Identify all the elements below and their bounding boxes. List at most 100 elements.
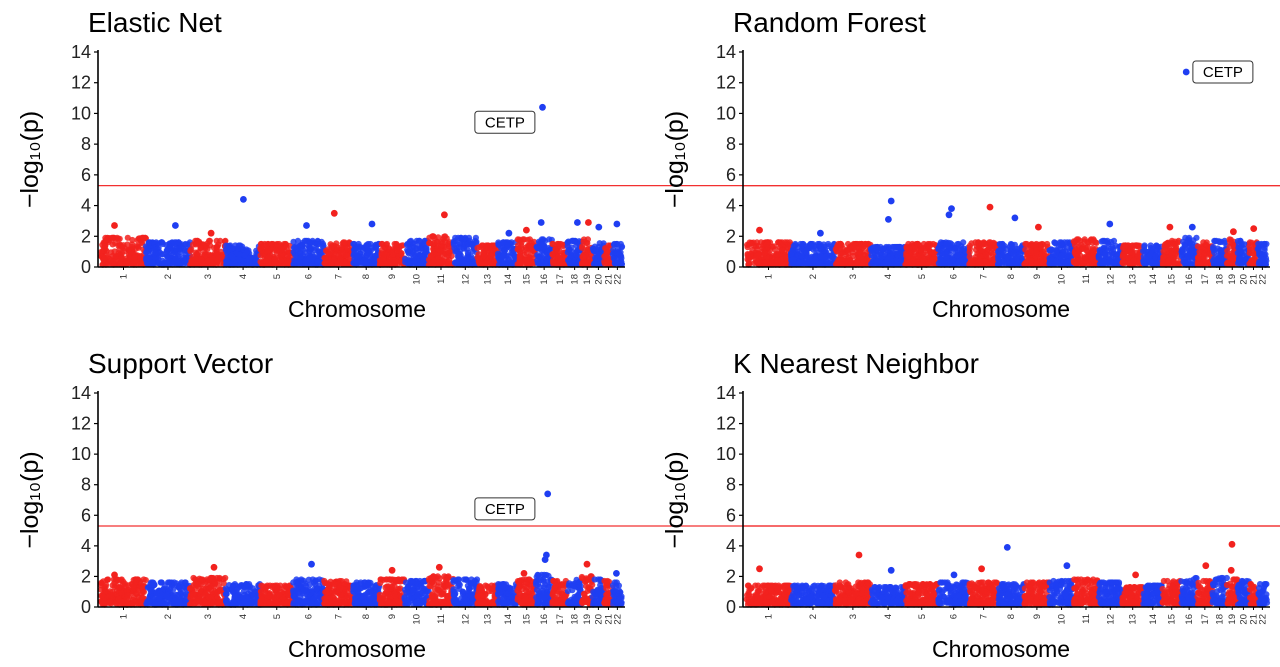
- snp-point: [416, 243, 423, 250]
- snp-point: [210, 261, 217, 268]
- snp-point: [1202, 241, 1209, 248]
- snp-point: [1236, 248, 1243, 255]
- peak-snp-point: [817, 229, 824, 237]
- snp-point: [499, 259, 506, 266]
- snp-point: [603, 247, 611, 254]
- snp-point: [107, 257, 114, 264]
- snp-point: [820, 241, 827, 248]
- snp-point: [455, 252, 462, 259]
- snp-point: [810, 260, 817, 267]
- x-tick-label: 15: [522, 274, 533, 285]
- snp-point: [394, 247, 401, 254]
- snp-point: [290, 261, 297, 268]
- snp-point: [777, 257, 785, 264]
- snp-point: [1212, 238, 1219, 245]
- peak-snp-point: [172, 222, 179, 229]
- snp-point: [354, 252, 361, 259]
- snp-point: [1124, 254, 1132, 261]
- snp-point: [808, 242, 816, 249]
- snp-point: [889, 249, 896, 256]
- snp-point: [1101, 258, 1108, 265]
- snp-point: [118, 589, 125, 596]
- peak-snp-point: [595, 223, 603, 231]
- snp-point: [196, 238, 203, 245]
- snp-point: [1256, 249, 1263, 256]
- x-tick-label: 12: [460, 274, 471, 285]
- x-tick-label: 2: [808, 274, 819, 279]
- snp-point: [328, 244, 335, 251]
- peak-snp-point: [240, 196, 247, 203]
- snp-point: [271, 255, 279, 262]
- x-tick-label: 4: [883, 274, 894, 279]
- x-tick-label: 6: [304, 274, 315, 279]
- snp-point: [355, 243, 362, 250]
- snp-point: [987, 239, 994, 246]
- peak-snp-point: [1250, 225, 1258, 233]
- snp-point: [344, 245, 351, 252]
- snp-point: [792, 240, 799, 248]
- snp-point: [1089, 239, 1096, 246]
- snp-point: [539, 241, 546, 248]
- x-tick-label: 22: [612, 274, 623, 285]
- peak-snp-point: [885, 216, 892, 223]
- snp-point: [822, 253, 829, 261]
- snp-point: [1033, 260, 1040, 267]
- snp-point: [429, 233, 436, 240]
- snp-point: [1257, 255, 1264, 262]
- snp-point: [1184, 254, 1191, 261]
- snp-point: [774, 251, 781, 258]
- snp-point: [137, 261, 144, 268]
- peak-snp-point: [1230, 228, 1237, 236]
- snp-point: [817, 252, 824, 259]
- snp-point: [912, 245, 919, 252]
- snp-point: [362, 259, 369, 266]
- x-tick-label: 16: [539, 274, 550, 285]
- snp-point: [352, 259, 359, 266]
- snp-point: [869, 247, 877, 254]
- snp-point: [129, 260, 136, 268]
- snp-point: [246, 258, 254, 266]
- x-tick-label: 19: [582, 274, 593, 285]
- snp-point: [896, 249, 903, 256]
- snp-point: [517, 249, 524, 256]
- snp-point: [474, 254, 481, 261]
- peak-snp-point: [1188, 223, 1196, 231]
- x-tick-label: 5: [272, 274, 283, 279]
- snp-point: [1248, 257, 1255, 264]
- snp-point: [1164, 240, 1171, 247]
- snp-point: [501, 247, 508, 254]
- snp-point: [166, 586, 174, 593]
- peak-snp-point: [523, 226, 530, 234]
- snp-point: [369, 244, 376, 251]
- snp-point: [518, 242, 525, 249]
- snp-point: [145, 239, 152, 246]
- x-tick-label: 1: [764, 274, 775, 279]
- background-points: [744, 234, 1270, 268]
- snp-point: [314, 258, 321, 265]
- y-tick-label: 14: [71, 42, 91, 62]
- snp-point: [138, 590, 145, 597]
- snp-point: [130, 583, 137, 591]
- snp-point: [988, 249, 995, 256]
- x-tick-label: 4: [238, 274, 249, 279]
- snp-point: [1172, 245, 1179, 252]
- snp-point: [407, 237, 415, 244]
- snp-point: [222, 237, 229, 244]
- snp-point: [1141, 243, 1148, 250]
- y-tick-label: 6: [726, 165, 736, 185]
- peak-snp-point: [948, 205, 955, 213]
- snp-point: [1033, 249, 1040, 256]
- snp-point: [1098, 238, 1105, 245]
- x-tick-label: 16: [1184, 274, 1195, 285]
- x-tick-label: 8: [361, 274, 372, 279]
- snp-point: [889, 243, 896, 251]
- snp-point: [1218, 258, 1225, 265]
- snp-point: [1260, 242, 1267, 249]
- panel-title: Random Forest: [733, 7, 926, 38]
- snp-point: [1185, 236, 1192, 243]
- snp-point: [206, 237, 213, 244]
- snp-point: [161, 582, 168, 589]
- snp-point: [278, 246, 285, 253]
- snp-point: [364, 249, 371, 256]
